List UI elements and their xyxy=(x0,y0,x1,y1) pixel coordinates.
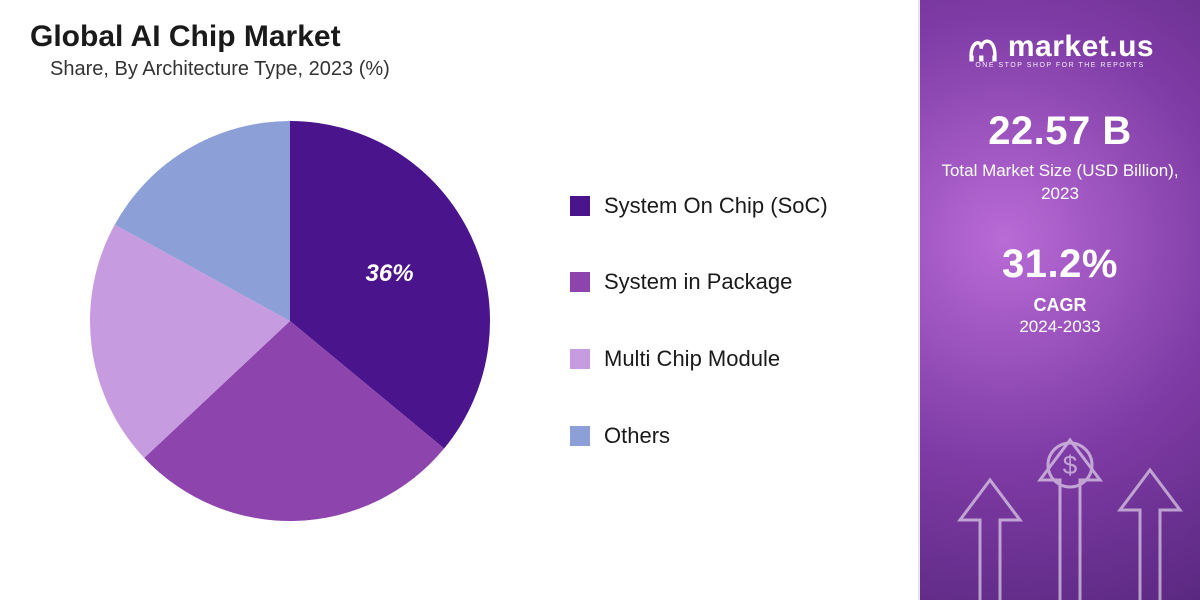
pie-svg xyxy=(70,101,510,541)
main-panel: Global AI Chip Market Share, By Architec… xyxy=(0,0,920,600)
legend-label: System in Package xyxy=(604,268,792,297)
chart-row: 36% System On Chip (SoC) System in Packag… xyxy=(30,91,898,551)
legend-swatch xyxy=(570,272,590,292)
growth-arrows-icon: $ xyxy=(930,410,1190,600)
chart-subtitle: Share, By Architecture Type, 2023 (%) xyxy=(50,58,898,81)
chart-title: Global AI Chip Market xyxy=(30,20,898,54)
brand: market.us ONE STOP SHOP FOR THE REPORTS xyxy=(966,30,1154,69)
cagr-block: 31.2% CAGR 2024-2033 xyxy=(1002,242,1118,337)
legend-label: Multi Chip Module xyxy=(604,345,780,374)
legend-label: System On Chip (SoC) xyxy=(604,192,828,221)
market-size-block: 22.57 B Total Market Size (USD Billion),… xyxy=(920,109,1200,206)
side-panel: market.us ONE STOP SHOP FOR THE REPORTS … xyxy=(920,0,1200,600)
svg-text:$: $ xyxy=(1063,450,1078,480)
legend-item: Others xyxy=(570,422,890,451)
legend-swatch xyxy=(570,196,590,216)
legend-label: Others xyxy=(604,422,670,451)
legend-swatch xyxy=(570,426,590,446)
market-size-value: 22.57 B xyxy=(920,109,1200,154)
cagr-label: CAGR xyxy=(1002,293,1118,317)
brand-logo-icon xyxy=(966,30,1000,64)
brand-tagline: ONE STOP SHOP FOR THE REPORTS xyxy=(966,62,1154,69)
legend-item: System On Chip (SoC) xyxy=(570,192,890,221)
cagr-value: 31.2% xyxy=(1002,242,1118,287)
legend-swatch xyxy=(570,349,590,369)
pie-chart: 36% xyxy=(30,91,550,551)
legend-item: Multi Chip Module xyxy=(570,345,890,374)
legend-item: System in Package xyxy=(570,268,890,297)
cagr-years: 2024-2033 xyxy=(1002,317,1118,337)
market-size-label: Total Market Size (USD Billion), 2023 xyxy=(920,160,1200,206)
legend: System On Chip (SoC) System in Package Mul… xyxy=(550,192,890,450)
brand-name: market.us xyxy=(1008,30,1154,64)
